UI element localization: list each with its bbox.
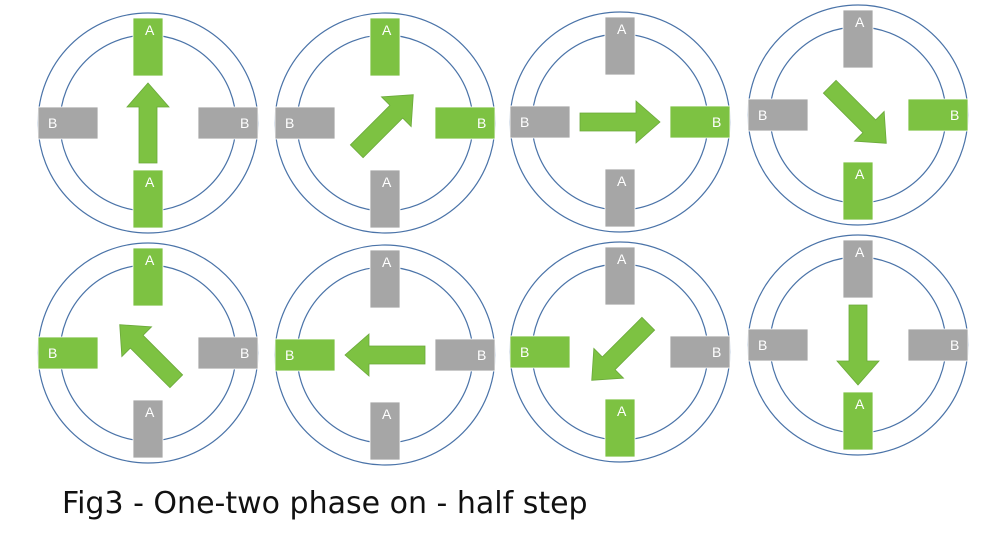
pole-label: A bbox=[382, 174, 392, 190]
rotor-arrow-icon bbox=[349, 94, 414, 159]
rotor-arrow-icon bbox=[344, 333, 426, 377]
pole-b-right bbox=[197, 336, 259, 370]
pole-a-top bbox=[132, 247, 164, 307]
pole-a-top bbox=[132, 17, 164, 77]
pole-b-left bbox=[274, 338, 336, 372]
pole-label: B bbox=[477, 347, 486, 363]
pole-label: A bbox=[145, 252, 155, 268]
rotor-arrow-icon bbox=[119, 324, 184, 389]
pole-label: B bbox=[950, 337, 959, 353]
pole-a-top bbox=[842, 9, 874, 69]
pole-label: A bbox=[617, 173, 627, 189]
pole-label: B bbox=[758, 107, 767, 123]
pole-label: B bbox=[240, 345, 249, 361]
pole-label: A bbox=[617, 21, 627, 37]
pole-label: B bbox=[712, 114, 721, 130]
pole-label: A bbox=[855, 14, 865, 30]
pole-label: B bbox=[712, 344, 721, 360]
pole-a-bottom bbox=[842, 391, 874, 451]
pole-a-top bbox=[842, 239, 874, 299]
motor-8: A A B B bbox=[747, 234, 969, 456]
pole-label: B bbox=[48, 345, 57, 361]
pole-label: A bbox=[617, 251, 627, 267]
motor-1: A A B B bbox=[37, 12, 259, 234]
pole-label: B bbox=[520, 114, 529, 130]
pole-b-left bbox=[37, 336, 99, 370]
pole-label: A bbox=[382, 22, 392, 38]
pole-b-right bbox=[669, 335, 731, 369]
pole-a-bottom bbox=[604, 168, 636, 228]
motor-3: A A B B bbox=[509, 11, 731, 233]
pole-label: B bbox=[285, 347, 294, 363]
pole-label: B bbox=[240, 115, 249, 131]
pole-b-left bbox=[509, 105, 571, 139]
pole-label: B bbox=[520, 344, 529, 360]
pole-a-top bbox=[369, 17, 401, 77]
motor-5: A A B B bbox=[37, 242, 259, 464]
rotor-arrow-icon bbox=[822, 79, 887, 144]
motor-2: A A B B bbox=[274, 12, 496, 234]
pole-b-left bbox=[747, 328, 809, 362]
pole-b-left bbox=[747, 98, 809, 132]
pole-label: A bbox=[855, 244, 865, 260]
pole-b-right bbox=[197, 106, 259, 140]
motor-4: A A B B bbox=[747, 4, 969, 226]
pole-a-bottom bbox=[842, 161, 874, 221]
pole-a-bottom bbox=[369, 401, 401, 461]
pole-label: A bbox=[145, 22, 155, 38]
pole-label: A bbox=[855, 166, 865, 182]
pole-label: A bbox=[855, 396, 865, 412]
pole-label: A bbox=[382, 406, 392, 422]
pole-b-right bbox=[434, 106, 496, 140]
motor-6: A A B B bbox=[274, 244, 496, 466]
pole-b-right bbox=[907, 328, 969, 362]
pole-b-left bbox=[37, 106, 99, 140]
pole-label: B bbox=[285, 115, 294, 131]
pole-label: A bbox=[382, 254, 392, 270]
pole-b-left bbox=[509, 335, 571, 369]
motor-7: A A B B bbox=[509, 241, 731, 463]
rotor-arrow-icon bbox=[836, 304, 880, 386]
pole-label: B bbox=[477, 115, 486, 131]
pole-label: A bbox=[145, 174, 155, 190]
pole-a-top bbox=[604, 16, 636, 76]
rotor-arrow-icon bbox=[579, 100, 661, 144]
pole-a-bottom bbox=[132, 399, 164, 459]
figure-caption: Fig3 - One-two phase on - half step bbox=[62, 486, 588, 521]
rotor-arrow-icon bbox=[591, 316, 656, 381]
pole-label: A bbox=[145, 404, 155, 420]
pole-a-bottom bbox=[604, 398, 636, 458]
pole-b-right bbox=[907, 98, 969, 132]
pole-label: B bbox=[48, 115, 57, 131]
pole-b-left bbox=[274, 106, 336, 140]
pole-b-right bbox=[669, 105, 731, 139]
pole-a-bottom bbox=[369, 169, 401, 229]
pole-a-bottom bbox=[132, 169, 164, 229]
pole-a-top bbox=[369, 249, 401, 309]
rotor-arrow-icon bbox=[126, 82, 170, 164]
pole-a-top bbox=[604, 246, 636, 306]
pole-label: A bbox=[617, 403, 627, 419]
pole-b-right bbox=[434, 338, 496, 372]
pole-label: B bbox=[950, 107, 959, 123]
pole-label: B bbox=[758, 337, 767, 353]
